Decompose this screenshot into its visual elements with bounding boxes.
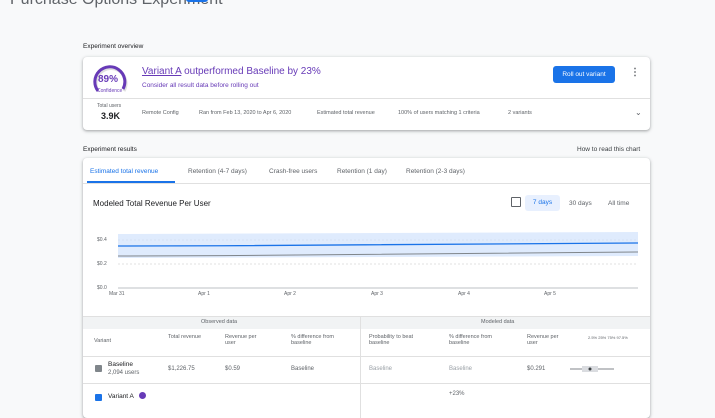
headline: outperformed Baseline by 23% xyxy=(184,66,321,77)
confidence-label: Confidence xyxy=(97,88,123,94)
cell: +23% xyxy=(449,391,465,397)
range-chip[interactable]: 7 days xyxy=(525,195,560,211)
column-divider xyxy=(360,316,361,418)
group-label: Modeled data xyxy=(481,319,515,325)
divider xyxy=(83,383,650,384)
users-value: 3.9K xyxy=(101,111,121,121)
chart-title: Modeled Total Revenue Per User xyxy=(93,199,211,208)
x-label: Apr 2 xyxy=(284,291,296,297)
column-header: Revenue per user xyxy=(527,334,559,346)
winner-badge xyxy=(139,392,146,399)
x-label: Mar 31 xyxy=(109,291,125,297)
cell: Baseline xyxy=(449,366,473,372)
checkbox[interactable] xyxy=(95,394,102,401)
cell: Baseline xyxy=(291,366,315,372)
meta: 100% of users matching 1 criteria xyxy=(398,110,480,116)
badge xyxy=(186,0,208,2)
calendar-icon[interactable] xyxy=(511,197,521,207)
x-label: Apr 3 xyxy=(371,291,383,297)
column-header: Revenue per user xyxy=(225,334,257,346)
tab-indicator xyxy=(87,181,175,183)
meta: Ran from Feb 13, 2020 to Apr 6, 2020 xyxy=(199,110,292,116)
meta: Remote Config xyxy=(142,110,179,116)
confidence-ring xyxy=(93,65,128,92)
results-card: Estimated total revenue Retention (4-7 d… xyxy=(83,158,650,418)
range-chip[interactable]: All time xyxy=(608,200,630,207)
users-label: Total users xyxy=(97,103,122,109)
x-label: Apr 1 xyxy=(198,291,210,297)
tab[interactable]: Retention (4-7 days) xyxy=(188,168,247,175)
quantile-plot xyxy=(570,366,614,372)
page-title: Purchase Options Experiment xyxy=(10,0,223,9)
variant-link[interactable]: Variant A xyxy=(142,66,182,77)
cell: $1,226.75 xyxy=(168,366,195,372)
x-label: Apr 5 xyxy=(544,291,556,297)
rollout-button[interactable]: Roll out variant xyxy=(553,66,615,83)
confidence-value: 89% xyxy=(98,74,119,85)
column-header: % difference from baseline xyxy=(291,334,335,346)
expand[interactable]: ⌄ xyxy=(635,108,642,117)
divider xyxy=(83,356,650,357)
cell: Baseline xyxy=(369,366,393,372)
section-heading: Experiment overview xyxy=(83,43,144,50)
page: Purchase Options Experiment Experiment o… xyxy=(10,0,650,418)
baseline-line xyxy=(117,251,639,257)
divider xyxy=(83,183,650,184)
row-name: Baseline xyxy=(108,361,133,368)
y-label: $0.0 xyxy=(97,285,107,291)
tab[interactable]: Crash-free users xyxy=(269,168,318,175)
column-header: Probability to beat baseline xyxy=(369,334,414,346)
tab[interactable]: Retention (1 day) xyxy=(337,168,387,175)
tab[interactable]: Estimated total revenue xyxy=(90,168,159,175)
row-users: 2,094 users xyxy=(108,370,140,376)
trend-chart xyxy=(117,232,639,289)
divider xyxy=(83,98,650,99)
cell: $0.59 xyxy=(225,366,241,372)
row-name: Variant A xyxy=(108,393,134,400)
variant-line xyxy=(117,242,639,247)
group-label: Observed data xyxy=(201,319,238,325)
help-link[interactable]: How to read this chart xyxy=(577,146,641,153)
tab[interactable]: Retention (2-3 days) xyxy=(406,168,465,175)
table-group-header xyxy=(83,316,650,329)
x-label: Apr 4 xyxy=(458,291,470,297)
meta: Estimated total revenue xyxy=(317,110,375,116)
quantile-header: 2.5% 25% 75% 97.5% xyxy=(588,335,628,340)
checkbox[interactable] xyxy=(95,365,102,372)
cell: $0.291 xyxy=(527,366,546,372)
column-header: Total revenue xyxy=(168,334,202,340)
column-header: % difference from baseline xyxy=(449,334,493,346)
subtext: Consider all result data before rolling … xyxy=(142,82,259,89)
y-label: $0.2 xyxy=(97,261,107,267)
section-heading: Experiment results xyxy=(83,146,137,153)
range-chip[interactable]: 30 days xyxy=(569,200,592,207)
more-menu[interactable]: ⋮ xyxy=(630,67,640,78)
meta: 2 variants xyxy=(508,110,532,116)
y-label: $0.4 xyxy=(97,237,107,243)
overview-card: 89% Confidence Variant A outperformed Ba… xyxy=(83,57,650,130)
column-header: Variant xyxy=(94,338,112,344)
